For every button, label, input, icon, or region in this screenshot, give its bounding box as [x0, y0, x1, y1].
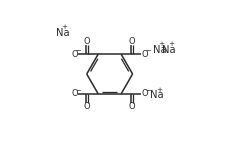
Text: −: −	[145, 48, 150, 54]
Text: O: O	[129, 37, 136, 46]
Text: +: +	[168, 41, 174, 47]
Text: +: +	[158, 41, 164, 47]
Text: O: O	[71, 89, 78, 98]
Text: O: O	[141, 50, 148, 59]
Text: O: O	[84, 37, 90, 46]
Text: O: O	[84, 102, 90, 111]
Text: O: O	[141, 89, 148, 98]
Text: O: O	[71, 50, 78, 59]
Text: Na: Na	[150, 90, 164, 100]
Text: Na: Na	[153, 45, 166, 55]
Text: Na: Na	[56, 28, 69, 38]
Text: −: −	[75, 88, 80, 94]
Text: −: −	[75, 48, 80, 54]
Text: +: +	[156, 87, 162, 93]
Text: +: +	[61, 24, 67, 30]
Text: O: O	[129, 102, 136, 111]
Text: −: −	[145, 88, 150, 94]
Text: Na: Na	[162, 45, 176, 55]
